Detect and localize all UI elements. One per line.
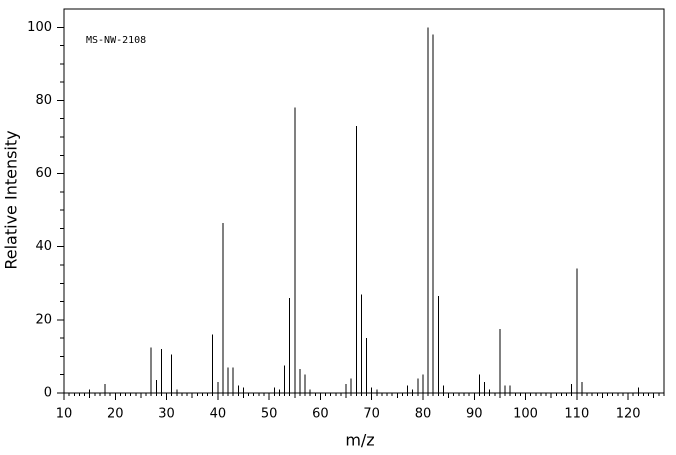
x-tick-label: 10 [56,407,73,422]
x-tick-label: 20 [107,407,124,422]
x-tick-label: 60 [312,407,329,422]
x-tick-label: 80 [415,407,432,422]
y-tick-label: 80 [35,93,52,108]
x-tick-label: 120 [616,407,641,422]
x-axis-label: m/z [345,431,374,450]
y-tick-label: 100 [27,20,52,35]
x-tick-label: 30 [158,407,175,422]
x-tick-label: 110 [564,407,589,422]
y-tick-label: 40 [35,239,52,254]
y-tick-label: 0 [44,386,52,401]
x-tick-label: 40 [210,407,227,422]
x-tick-label: 90 [466,407,483,422]
x-tick-label: 70 [363,407,380,422]
annotation: MS-NW-2108 [86,35,146,46]
x-tick-label: 100 [513,407,538,422]
y-tick-label: 60 [35,166,52,181]
y-tick-label: 20 [35,312,52,327]
plot-frame [63,8,665,394]
y-axis-label: Relative Intensity [2,130,21,269]
x-tick-label: 50 [261,407,278,422]
